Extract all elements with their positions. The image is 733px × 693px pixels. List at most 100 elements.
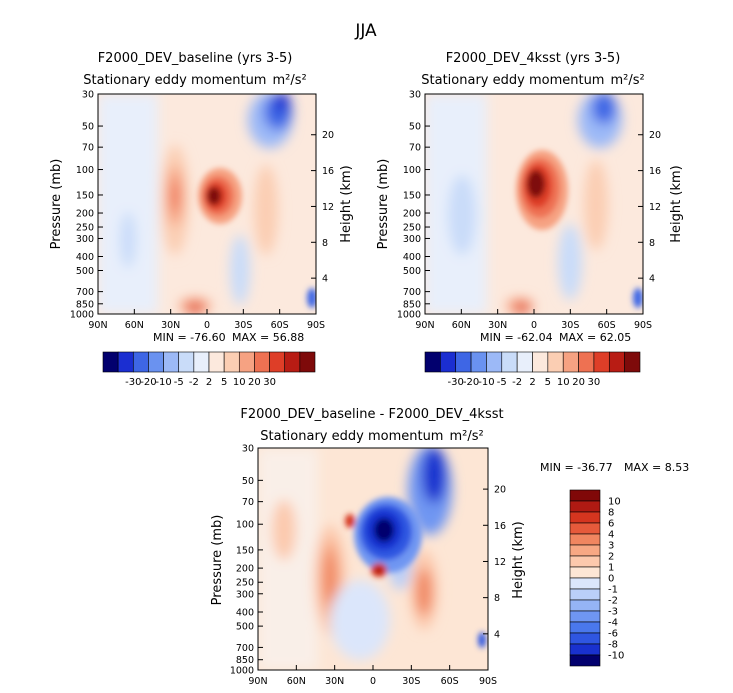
colorbar-label: -1 bbox=[608, 585, 618, 596]
y-tick-label: 500 bbox=[236, 622, 254, 633]
max-label: MAX = 56.88 bbox=[232, 331, 304, 344]
height-tick-label: 20 bbox=[494, 485, 506, 496]
colorbar-swatch bbox=[578, 351, 595, 373]
height-tick-label: 16 bbox=[494, 521, 506, 532]
colorbar-label: 30 bbox=[263, 377, 276, 388]
colorbar-label: -5 bbox=[497, 377, 507, 388]
y-tick-label: 1000 bbox=[397, 310, 421, 321]
colorbar-label: 30 bbox=[588, 377, 601, 388]
colorbar-label: 8 bbox=[608, 508, 614, 519]
x-tick-label: 90N bbox=[248, 676, 267, 687]
colorbar-swatch bbox=[254, 351, 270, 373]
panel-title: F2000_DEV_4ksst (yrs 3-5) bbox=[446, 51, 621, 66]
y-tick-label: 50 bbox=[82, 122, 94, 133]
x-tick-label: 0 bbox=[370, 676, 376, 687]
colorbar-swatch bbox=[569, 489, 601, 502]
colorbar-swatch bbox=[569, 621, 601, 634]
height-ticks: 20 16 12 8 4 bbox=[638, 130, 661, 285]
colorbar-swatch bbox=[569, 511, 601, 524]
x-tick-label: 30S bbox=[561, 320, 579, 331]
colorbar-label: 20 bbox=[248, 377, 261, 388]
contour-field bbox=[98, 94, 316, 314]
colorbar-swatch bbox=[501, 351, 518, 373]
colorbar-swatch bbox=[593, 351, 610, 373]
panel-baseline: F2000_DEV_baseline (yrs 3-5) Stationary … bbox=[49, 51, 354, 388]
colorbar-swatch bbox=[424, 351, 441, 373]
y-tick-label: 500 bbox=[403, 266, 421, 277]
colorbar-label: -3 bbox=[608, 607, 618, 618]
colorbar-label: 6 bbox=[608, 519, 614, 530]
colorbar-swatch bbox=[569, 566, 601, 579]
panel-subtitle: Stationary eddy momentum m²/s² bbox=[260, 429, 483, 444]
panel-subtitle: Stationary eddy momentum m²/s² bbox=[421, 73, 644, 88]
colorbar-swatch bbox=[624, 351, 641, 373]
min-label: MIN = -62.04 bbox=[480, 331, 553, 344]
colorbar-label: 10 bbox=[557, 377, 570, 388]
colorbar-swatch bbox=[547, 351, 564, 373]
colorbar-label: 0 bbox=[608, 574, 614, 585]
y-tick-label: 30 bbox=[409, 90, 421, 101]
colorbar-label: 10 bbox=[233, 377, 246, 388]
height-tick-label: 8 bbox=[494, 593, 500, 604]
height-ticks: 20 16 12 8 4 bbox=[311, 130, 334, 285]
colorbar-label: 1 bbox=[608, 563, 614, 574]
colorbar-swatch bbox=[178, 351, 195, 373]
height-tick-label: 12 bbox=[494, 557, 506, 568]
height-tick-label: 12 bbox=[322, 202, 334, 213]
max-label: MAX = 8.53 bbox=[624, 461, 689, 474]
colorbar-label: -5 bbox=[174, 377, 184, 388]
x-tick-label: 60N bbox=[287, 676, 306, 687]
y-tick-label: 1000 bbox=[230, 666, 254, 677]
y-axis-label: Pressure (mb) bbox=[376, 159, 391, 250]
min-label: MIN = -36.77 bbox=[540, 461, 613, 474]
x-ticks: 90N 60N 30N 0 30S 60S 90S bbox=[415, 309, 652, 331]
y-axis-label-right: Height (km) bbox=[669, 165, 684, 242]
y-tick-label: 1000 bbox=[70, 310, 94, 321]
panel-difference: F2000_DEV_baseline - F2000_DEV_4ksst Sta… bbox=[210, 407, 689, 687]
colorbar-label: 2 bbox=[529, 377, 535, 388]
x-tick-label: 60S bbox=[271, 320, 289, 331]
colorbar-swatch bbox=[193, 351, 210, 373]
colorbar-label: -8 bbox=[608, 640, 618, 651]
colorbar-swatch bbox=[569, 654, 601, 667]
colorbar-swatch bbox=[440, 351, 457, 373]
x-tick-label: 30N bbox=[488, 320, 507, 331]
colorbar-label: -10 bbox=[608, 651, 624, 662]
colorbar-label: -4 bbox=[608, 618, 618, 629]
height-tick-label: 8 bbox=[322, 238, 328, 249]
y-tick-label: 200 bbox=[236, 564, 254, 575]
contour-field bbox=[258, 448, 488, 670]
x-tick-label: 0 bbox=[204, 320, 210, 331]
x-tick-label: 60S bbox=[441, 676, 459, 687]
colorbar-swatch bbox=[569, 577, 601, 590]
colorbar-label: 5 bbox=[545, 377, 551, 388]
colorbar-swatch bbox=[569, 599, 601, 612]
x-tick-label: 60S bbox=[598, 320, 616, 331]
colorbar-swatch bbox=[117, 351, 134, 373]
y-tick-label: 700 bbox=[76, 287, 94, 298]
height-tick-label: 12 bbox=[649, 202, 661, 213]
colorbar-swatch bbox=[486, 351, 503, 373]
colorbar-swatch bbox=[269, 351, 286, 373]
colorbar-swatch bbox=[608, 351, 625, 373]
colorbar-swatch bbox=[223, 351, 240, 373]
x-tick-label: 60N bbox=[125, 320, 144, 331]
y-tick-label: 400 bbox=[236, 607, 254, 618]
y-tick-label: 500 bbox=[76, 266, 94, 277]
x-tick-label: 90S bbox=[634, 320, 652, 331]
colorbar-swatch bbox=[569, 555, 601, 568]
height-tick-label: 4 bbox=[649, 274, 655, 285]
colorbar-swatch bbox=[470, 351, 487, 373]
y-axis-label-right: Height (km) bbox=[511, 521, 526, 598]
colorbar-swatch bbox=[569, 544, 601, 557]
y-tick-label: 30 bbox=[242, 444, 254, 455]
figure-title: JJA bbox=[354, 21, 377, 41]
colorbar-label: -6 bbox=[608, 629, 618, 640]
x-tick-label: 90S bbox=[307, 320, 325, 331]
y-axis-label: Pressure (mb) bbox=[49, 159, 64, 250]
x-tick-label: 30N bbox=[161, 320, 180, 331]
